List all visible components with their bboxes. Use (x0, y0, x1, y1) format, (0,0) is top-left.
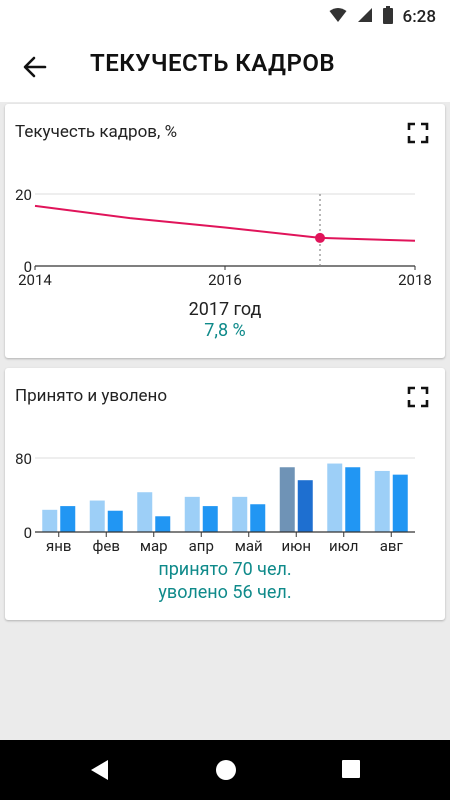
back-arrow-icon[interactable] (22, 54, 48, 80)
y-tick-label: 80 (15, 450, 32, 468)
fired-bar (107, 510, 123, 532)
x-tick-label: 2014 (18, 271, 52, 289)
hired-bar (374, 470, 390, 532)
system-nav-bar (0, 740, 450, 800)
x-tick-label: апр (189, 537, 214, 555)
x-tick-label: янв (46, 537, 71, 555)
fullscreen-icon[interactable] (407, 386, 429, 408)
fired-bar (297, 480, 313, 532)
y-tick-label: 0 (24, 524, 32, 542)
battery-icon (382, 6, 393, 28)
x-tick-label: 2018 (398, 271, 432, 289)
x-tick-label: 2016 (208, 271, 242, 289)
fired-count: уволено 56 чел. (158, 582, 292, 603)
hired-bar (279, 467, 295, 532)
fired-bar (250, 504, 266, 532)
hired-fired-card-title: Принято и уволено (15, 386, 168, 406)
nav-recents-icon[interactable] (340, 758, 362, 784)
cellular-signal-icon (357, 7, 373, 27)
selected-year: 2017 год (188, 299, 262, 320)
hired-bar (137, 492, 153, 532)
status-bar: 6:28 (0, 0, 450, 32)
hired-bar (184, 496, 200, 532)
fired-bar (345, 467, 361, 532)
hired-fired-card: Принято и уволено 0 80 янв фев мар апр май июн и… (5, 368, 445, 620)
turnover-card-title: Текучесть кадров, % (15, 122, 178, 142)
fired-bar (392, 474, 408, 532)
turnover-card: Текучесть кадров, % 0 20 2014 2016 2018 2017… (5, 104, 445, 358)
page-title: ТЕКУЧЕСТЬ КАДРОВ (90, 49, 336, 77)
nav-back-icon[interactable] (88, 758, 110, 786)
x-tick-label: июл (329, 537, 358, 555)
y-tick-label: 20 (15, 186, 32, 204)
hired-fired-summary: принято 70 чел. уволено 56 чел. (5, 558, 445, 604)
x-tick-label: авг (380, 537, 404, 555)
status-time: 6:28 (402, 7, 436, 27)
fired-bar (202, 506, 218, 532)
hired-bar (89, 500, 105, 532)
app-bar: ТЕКУЧЕСТЬ КАДРОВ (0, 32, 450, 102)
wifi-icon (329, 7, 347, 27)
highlight-point (315, 232, 325, 243)
turnover-line-chart[interactable]: 0 20 2014 2016 2018 (5, 164, 445, 364)
nav-home-icon[interactable] (214, 758, 238, 786)
hired-bar (327, 463, 343, 532)
fired-bar (60, 506, 76, 532)
hired-bar (232, 496, 248, 532)
x-tick-label: мар (140, 537, 168, 555)
x-tick-label: июн (281, 537, 311, 555)
fired-bar (155, 516, 171, 532)
hired-fired-bar-chart[interactable]: 0 80 янв фев мар апр май июн июл авг (5, 428, 445, 628)
turnover-summary: 2017 год 7,8 % (5, 299, 445, 341)
x-tick-label: май (235, 537, 263, 555)
y-tick-label: 0 (24, 258, 32, 276)
series-line (34, 204, 416, 242)
fullscreen-icon[interactable] (407, 122, 429, 144)
selected-value: 7,8 % (204, 320, 246, 341)
hired-count: принято 70 чел. (158, 559, 292, 580)
hired-bar (42, 509, 58, 532)
x-tick-label: фев (93, 537, 120, 555)
